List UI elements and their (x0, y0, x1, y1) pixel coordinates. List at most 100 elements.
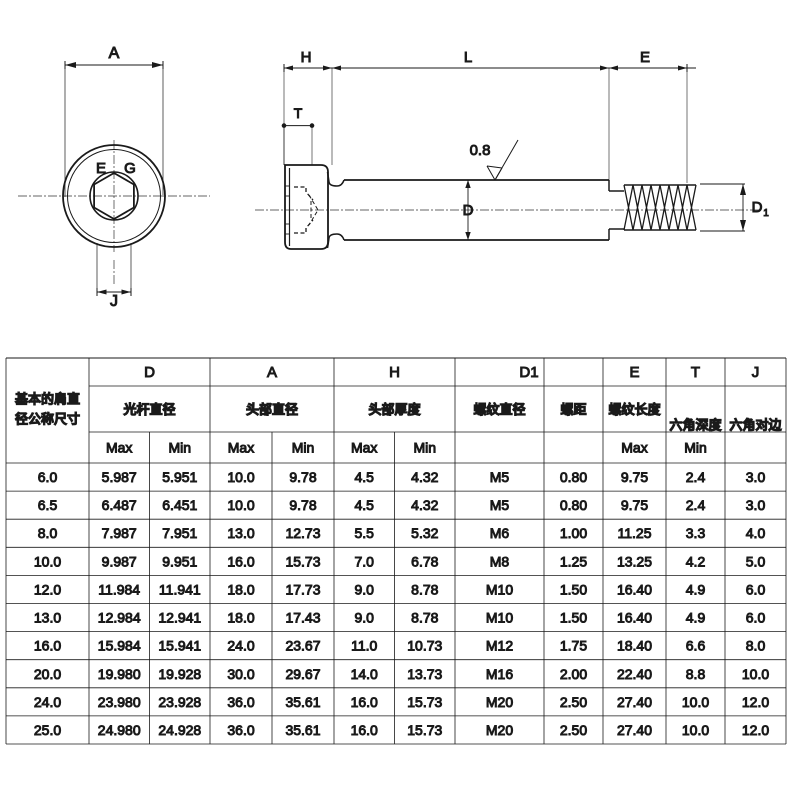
svg-text:E: E (629, 364, 639, 381)
svg-text:10.0: 10.0 (227, 469, 254, 485)
svg-text:头部直径: 头部直径 (246, 402, 298, 417)
svg-text:5.5: 5.5 (354, 525, 374, 541)
svg-text:6.5: 6.5 (38, 497, 58, 513)
svg-text:23.980: 23.980 (98, 694, 141, 710)
svg-text:15.73: 15.73 (285, 553, 320, 569)
svg-text:35.61: 35.61 (285, 722, 320, 738)
svg-text:24.928: 24.928 (158, 722, 201, 738)
svg-text:7.0: 7.0 (354, 553, 374, 569)
svg-text:4.5: 4.5 (354, 497, 374, 513)
svg-text:1.25: 1.25 (560, 553, 587, 569)
svg-text:5.951: 5.951 (162, 469, 197, 485)
svg-text:6.451: 6.451 (162, 497, 197, 513)
svg-text:23.67: 23.67 (285, 638, 320, 654)
svg-text:E: E (96, 160, 106, 177)
svg-text:5.0: 5.0 (746, 553, 766, 569)
svg-text:9.78: 9.78 (289, 497, 316, 513)
svg-text:16.40: 16.40 (617, 582, 652, 598)
svg-text:4.32: 4.32 (411, 497, 438, 513)
svg-text:2.4: 2.4 (686, 469, 706, 485)
svg-text:径公称尺寸: 径公称尺寸 (15, 412, 80, 427)
svg-text:L: L (464, 49, 472, 66)
svg-text:3.3: 3.3 (686, 525, 706, 541)
svg-text:D: D (752, 199, 763, 216)
svg-text:22.40: 22.40 (617, 666, 652, 682)
svg-text:D1: D1 (519, 364, 538, 381)
svg-text:1.50: 1.50 (560, 582, 587, 598)
svg-text:0.8: 0.8 (470, 142, 491, 159)
svg-text:T: T (691, 364, 700, 381)
svg-text:11.941: 11.941 (159, 582, 201, 598)
svg-text:13.0: 13.0 (227, 525, 254, 541)
svg-text:12.73: 12.73 (285, 525, 320, 541)
svg-text:螺纹长度: 螺纹长度 (608, 402, 661, 417)
svg-text:A: A (267, 364, 277, 381)
svg-text:10.0: 10.0 (227, 497, 254, 513)
svg-text:10.0: 10.0 (34, 553, 61, 569)
svg-text:M6: M6 (490, 525, 510, 541)
svg-text:29.67: 29.67 (285, 666, 320, 682)
svg-text:8.0: 8.0 (746, 638, 766, 654)
svg-text:M10: M10 (486, 582, 513, 598)
svg-text:24.0: 24.0 (227, 638, 254, 654)
svg-text:1.00: 1.00 (560, 525, 587, 541)
svg-text:13.25: 13.25 (617, 553, 652, 569)
svg-text:1.75: 1.75 (560, 638, 587, 654)
svg-text:9.78: 9.78 (289, 469, 316, 485)
svg-text:M8: M8 (490, 553, 510, 569)
svg-text:12.0: 12.0 (34, 582, 61, 598)
svg-text:4.9: 4.9 (686, 582, 706, 598)
svg-text:18.0: 18.0 (227, 582, 254, 598)
svg-text:J: J (110, 293, 118, 310)
svg-text:六角对边: 六角对边 (729, 418, 782, 433)
svg-text:螺距: 螺距 (560, 402, 586, 417)
svg-text:.: . (112, 161, 116, 178)
svg-text:2.00: 2.00 (560, 666, 587, 682)
svg-text:10.0: 10.0 (682, 722, 709, 738)
svg-text:35.61: 35.61 (285, 694, 320, 710)
svg-text:4.0: 4.0 (746, 525, 766, 541)
svg-text:六角深度: 六角深度 (669, 418, 722, 433)
svg-text:6.487: 6.487 (102, 497, 137, 513)
svg-text:Max: Max (106, 440, 132, 456)
svg-text:H: H (389, 364, 400, 381)
svg-text:10.73: 10.73 (407, 638, 442, 654)
svg-text:6.0: 6.0 (746, 582, 766, 598)
svg-text:9.0: 9.0 (354, 610, 374, 626)
svg-text:3.0: 3.0 (746, 469, 766, 485)
svg-text:M16: M16 (486, 666, 513, 682)
svg-text:6.0: 6.0 (746, 610, 766, 626)
svg-text:D: D (144, 364, 155, 381)
svg-text:2.50: 2.50 (560, 694, 587, 710)
svg-text:8.78: 8.78 (411, 582, 438, 598)
svg-text:7.951: 7.951 (162, 525, 197, 541)
svg-text:27.40: 27.40 (617, 722, 652, 738)
svg-text:9.951: 9.951 (162, 553, 197, 569)
svg-text:1.50: 1.50 (560, 610, 587, 626)
svg-text:头部厚度: 头部厚度 (368, 402, 421, 417)
svg-text:36.0: 36.0 (227, 722, 254, 738)
svg-text:M20: M20 (486, 722, 513, 738)
svg-text:基本的肩直: 基本的肩直 (14, 392, 80, 407)
svg-text:光杆直径: 光杆直径 (122, 402, 175, 417)
svg-text:5.32: 5.32 (411, 525, 438, 541)
svg-text:9.0: 9.0 (354, 582, 374, 598)
svg-text:24.980: 24.980 (98, 722, 141, 738)
svg-text:10.0: 10.0 (742, 666, 769, 682)
svg-text:0.80: 0.80 (560, 497, 587, 513)
svg-text:11.984: 11.984 (98, 582, 140, 598)
svg-text:8.8: 8.8 (686, 666, 706, 682)
svg-text:6.0: 6.0 (38, 469, 58, 485)
svg-text:13.73: 13.73 (407, 666, 442, 682)
svg-text:15.73: 15.73 (407, 722, 442, 738)
svg-text:14.0: 14.0 (351, 666, 378, 682)
svg-text:16.0: 16.0 (351, 694, 378, 710)
svg-text:15.984: 15.984 (98, 638, 141, 654)
svg-text:J: J (752, 364, 760, 381)
svg-text:11.25: 11.25 (618, 525, 652, 541)
svg-text:10.0: 10.0 (682, 694, 709, 710)
svg-text:A: A (109, 45, 120, 62)
svg-text:24.0: 24.0 (34, 694, 61, 710)
svg-text:15.73: 15.73 (407, 694, 442, 710)
svg-text:19.928: 19.928 (158, 666, 201, 682)
